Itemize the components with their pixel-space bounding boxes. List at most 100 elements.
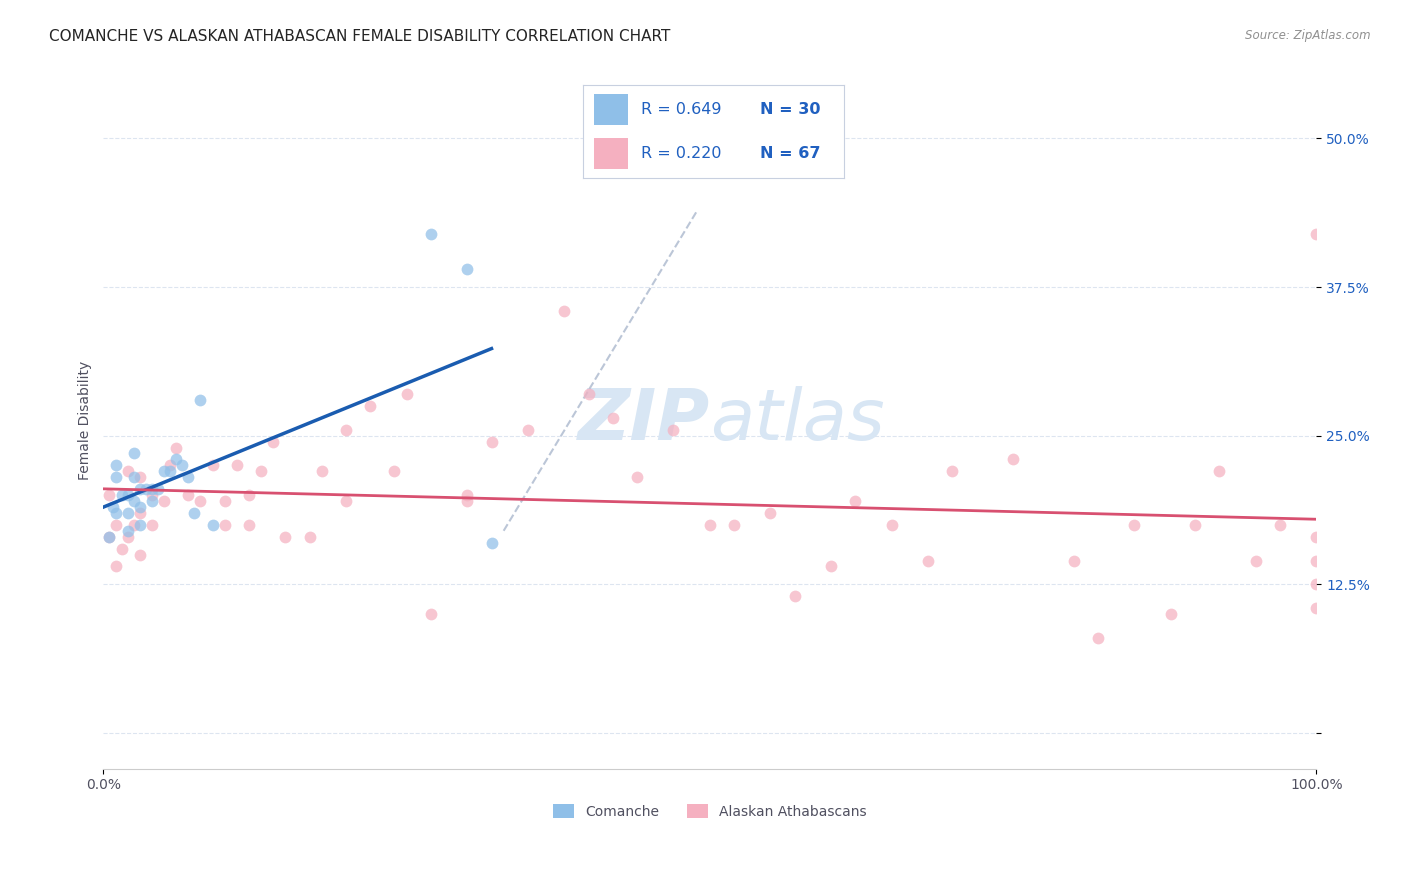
Point (1305, 553, 1327, 567)
Point (1244, 553, 1267, 567)
Point (481, 434, 503, 449)
Point (225, 458, 247, 473)
Point (146, 482, 169, 496)
Point (1063, 553, 1085, 567)
Point (98, 530, 121, 544)
Point (783, 589, 806, 603)
Point (135, 482, 157, 496)
Point (117, 488, 139, 502)
Point (917, 553, 939, 567)
Point (110, 541, 132, 556)
Point (419, 607, 441, 621)
Point (104, 470, 127, 484)
Point (723, 517, 745, 532)
Point (128, 548, 150, 562)
Point (117, 524, 139, 538)
Point (238, 517, 260, 532)
Point (238, 488, 260, 502)
Point (117, 464, 139, 478)
Text: atlas: atlas (710, 386, 884, 455)
Point (122, 494, 145, 508)
Point (141, 494, 163, 508)
Point (395, 387, 418, 401)
Point (110, 488, 132, 502)
Point (104, 559, 127, 574)
Point (516, 423, 538, 437)
Point (1268, 517, 1291, 532)
Point (602, 410, 624, 425)
Point (172, 458, 194, 473)
Point (384, 464, 406, 478)
Point (662, 423, 685, 437)
Point (359, 399, 381, 413)
Point (153, 464, 176, 478)
Point (159, 464, 181, 478)
FancyBboxPatch shape (593, 95, 627, 125)
Point (1087, 631, 1109, 645)
Point (298, 530, 321, 544)
Point (274, 530, 297, 544)
Point (419, 227, 441, 241)
Point (117, 506, 139, 520)
Point (128, 506, 150, 520)
Text: R = 0.220: R = 0.220 (641, 145, 721, 161)
Text: ZIP: ZIP (578, 386, 710, 455)
Point (190, 494, 212, 508)
Point (1305, 227, 1327, 241)
Text: N = 67: N = 67 (761, 145, 821, 161)
Point (177, 488, 200, 502)
Point (1305, 577, 1327, 591)
Point (481, 535, 503, 549)
Text: COMANCHE VS ALASKAN ATHABASCAN FEMALE DISABILITY CORRELATION CHART: COMANCHE VS ALASKAN ATHABASCAN FEMALE DI… (49, 29, 671, 44)
Point (456, 494, 478, 508)
Point (117, 530, 139, 544)
Point (820, 559, 842, 574)
Point (626, 470, 648, 484)
Point (128, 500, 150, 514)
Point (699, 517, 721, 532)
Y-axis label: Female Disability: Female Disability (79, 361, 93, 481)
Point (1123, 517, 1146, 532)
Point (104, 506, 127, 520)
Point (335, 423, 357, 437)
Point (456, 262, 478, 277)
Point (1002, 452, 1025, 467)
Point (941, 464, 963, 478)
Point (122, 517, 145, 532)
Point (1160, 607, 1182, 621)
Point (104, 458, 127, 473)
Text: Source: ZipAtlas.com: Source: ZipAtlas.com (1246, 29, 1371, 42)
Point (101, 500, 124, 514)
Point (880, 517, 903, 532)
Point (190, 392, 212, 407)
Point (128, 482, 150, 496)
Point (165, 441, 187, 455)
Point (159, 458, 181, 473)
Point (759, 506, 782, 520)
Point (153, 494, 176, 508)
Point (311, 464, 333, 478)
Point (177, 470, 200, 484)
FancyBboxPatch shape (593, 138, 627, 169)
Point (553, 303, 575, 318)
Point (141, 517, 163, 532)
Legend: Comanche, Alaskan Athabascans: Comanche, Alaskan Athabascans (548, 798, 872, 824)
Point (1184, 517, 1206, 532)
Point (1208, 464, 1230, 478)
Point (335, 494, 357, 508)
Point (456, 488, 478, 502)
Point (128, 470, 150, 484)
Point (262, 434, 284, 449)
Point (1305, 530, 1327, 544)
Point (122, 446, 145, 460)
Text: R = 0.649: R = 0.649 (641, 102, 721, 117)
Point (122, 470, 145, 484)
Point (141, 488, 163, 502)
Point (214, 517, 236, 532)
Point (165, 452, 187, 467)
Point (201, 458, 224, 473)
Point (183, 506, 205, 520)
Point (1305, 601, 1327, 615)
Point (214, 494, 236, 508)
Point (98, 530, 121, 544)
